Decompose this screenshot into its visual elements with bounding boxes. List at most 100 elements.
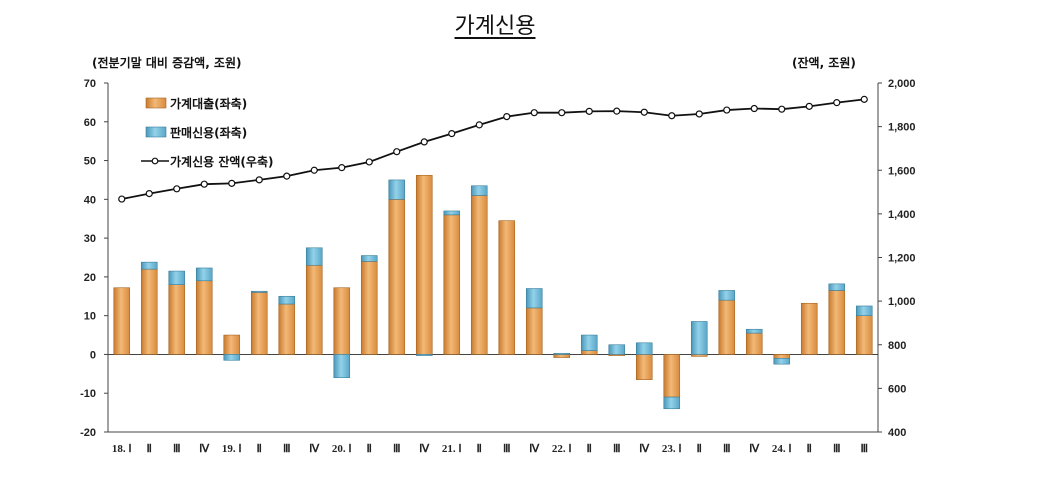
right-tick-label: 800 [888,340,906,352]
balance-point [118,195,126,203]
x-tick-label: Ⅲ [283,443,291,455]
bar-loans [773,354,791,359]
x-tick-label: 24. Ⅰ [772,443,792,455]
balance-point [393,148,401,156]
bar-loans [855,315,873,355]
balance-point [558,109,566,117]
x-tick-label: 19. Ⅰ [222,443,242,455]
bar-sales-credit [718,290,736,301]
bar-sales-credit [388,179,406,200]
bar-sales-credit [305,247,323,266]
right-tick-label: 2,000 [888,78,916,90]
x-tick-label: Ⅲ [173,443,181,455]
legend-swatch-loans [145,97,167,109]
balance-point [668,112,676,120]
bar-loans [195,280,213,355]
x-tick-label: Ⅳ [529,443,540,455]
right-tick-label: 400 [888,427,906,439]
balance-point [530,109,538,117]
bar-sales-credit [168,270,186,285]
x-tick-label: 22. Ⅰ [552,443,572,455]
x-tick-label: Ⅳ [749,443,760,455]
bar-loans [498,220,516,355]
balance-point [420,138,428,146]
bar-loans [800,302,818,355]
bar-sales-credit [195,267,213,282]
balance-point [503,112,511,121]
bar-loans [718,299,736,355]
bar-sales-credit [470,185,488,196]
bar-loans [278,303,296,355]
bar-sales-credit [360,255,378,262]
x-tick-label: Ⅱ [257,443,262,455]
bar-sales-credit [443,210,461,216]
balance-point [365,158,373,166]
bar-loans [168,284,186,355]
bar-sales-credit [773,358,791,365]
bar-sales-credit [333,354,351,379]
x-tick-label: Ⅲ [833,443,841,455]
left-tick-label: 0 [90,349,96,361]
x-tick-label: 21. Ⅰ [442,443,462,455]
balance-point [833,99,841,107]
balance-point [338,164,346,172]
right-tick-label: 600 [888,383,906,395]
bar-sales-credit [855,305,873,316]
balance-point [283,172,291,180]
x-tick-label: Ⅱ [587,443,592,455]
legend-label-loans: 가계대출(좌축) [170,96,247,111]
balance-point [695,110,703,118]
balance-point [750,104,758,113]
balance-line [121,98,865,200]
x-tick-label: Ⅱ [807,443,812,455]
line-group [118,95,868,203]
x-tick-label: Ⅱ [477,443,482,455]
bar-loans [745,332,763,355]
x-tick-label: Ⅳ [309,443,320,455]
left-tick-label: 50 [84,156,96,168]
bar-loans [388,199,406,355]
right-tick-label: 1,400 [888,209,916,221]
balance-point [860,95,868,103]
balance-point [585,107,593,115]
bar-loans [635,354,653,380]
legend-marker-balance [151,157,159,165]
bar-loans [360,261,378,355]
bar-loans [415,174,433,355]
bar-loans [113,287,131,355]
x-tick-label: Ⅲ [723,443,731,455]
x-tick-label: Ⅳ [639,443,650,455]
balance-point [475,121,483,129]
x-tick-label: Ⅲ [613,443,621,455]
right-tick-label: 1,800 [888,122,916,134]
bar-sales-credit [690,321,708,355]
right-tick-label: 1,200 [888,253,916,265]
chart-title: 가계신용 [454,14,536,39]
bar-sales-credit [553,352,571,355]
bar-loans [250,292,268,355]
left-tick-label: 10 [84,311,96,323]
bar-loans [553,354,571,358]
x-tick-label: Ⅲ [860,443,868,455]
bar-loans [470,195,488,355]
balance-point [200,180,208,188]
bar-loans [333,287,351,355]
left-tick-label: -10 [80,388,96,400]
bar-sales-credit [415,354,433,356]
bar-sales-credit [745,328,763,334]
bar-sales-credit [635,342,653,355]
balance-point [640,108,648,116]
bar-sales-credit [608,344,626,355]
x-tick-label: Ⅱ [367,443,372,455]
balance-point [805,102,813,110]
bar-sales-credit [828,283,846,291]
bar-sales-credit [580,334,598,351]
x-tick-label: 23. Ⅰ [662,443,682,455]
bar-loans [223,334,241,355]
balance-point [310,166,318,174]
x-tick-label: Ⅳ [199,443,210,455]
left-tick-label: 20 [84,272,96,284]
balance-point [255,176,263,184]
bar-sales-credit [250,290,268,293]
balance-point [145,189,153,198]
